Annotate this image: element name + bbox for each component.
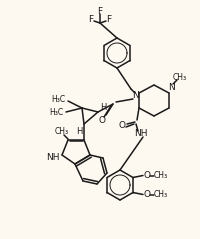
Text: O: O [143,190,150,199]
Text: O: O [143,171,150,180]
Text: NH: NH [134,130,147,138]
Text: NH: NH [46,152,59,162]
Text: CH₃: CH₃ [172,72,186,81]
Text: N: N [132,92,139,101]
Text: F: F [88,15,93,23]
Text: O: O [118,121,125,130]
Text: F: F [97,6,102,16]
Text: F: F [106,15,111,23]
Text: CH₃: CH₃ [153,190,167,199]
Text: H: H [75,126,82,136]
Text: N: N [168,82,175,92]
Text: CH₃: CH₃ [153,171,167,180]
Text: H: H [99,103,106,112]
Text: H₃C: H₃C [49,108,63,116]
Text: O: O [98,115,105,125]
Text: CH₃: CH₃ [55,126,69,136]
Text: H₃C: H₃C [51,96,65,104]
